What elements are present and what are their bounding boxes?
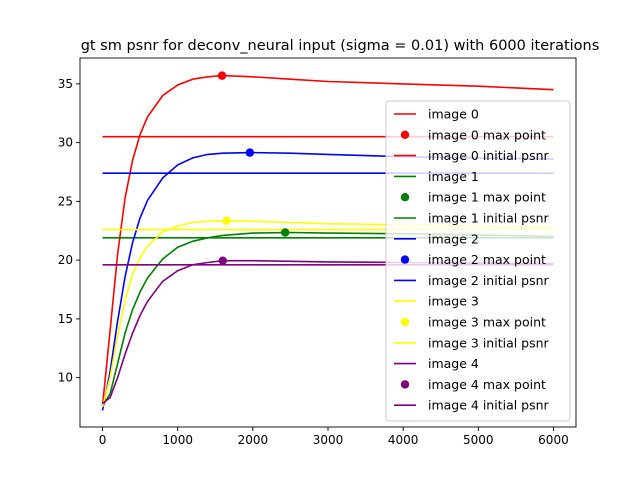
y-tick-label: 35 (58, 77, 73, 91)
legend-label-image-2-initial-psnr: image 2 initial psnr (428, 273, 550, 288)
legend-label-image-1-initial-psnr: image 1 initial psnr (428, 211, 550, 226)
series-line-image-1 (101, 231, 554, 407)
axes: 0 1000 2000 3000 4000 5000 6000 10 15 20 25 30 35 (58, 57, 577, 447)
legend: image 0 image 0 max point image 0 initial … (385, 100, 571, 422)
x-tick-label: 1000 (162, 433, 193, 447)
legend-label-image-3-initial-psnr: image 3 initial psnr (428, 335, 550, 350)
legend-label-image-1: image 1 (428, 169, 479, 184)
legend-box (385, 100, 571, 422)
legend-label-image-2-max-point: image 2 max point (428, 252, 546, 267)
legend-label-image-2: image 2 (428, 231, 479, 246)
legend-swatch-image-3-max-point (400, 317, 410, 327)
x-tick-label: 6000 (538, 433, 569, 447)
legend-label-image-4-max-point: image 4 max point (428, 377, 546, 392)
legend-label-image-0-max-point: image 0 max point (428, 127, 546, 142)
legend-label-image-0: image 0 (428, 107, 479, 122)
max-point-image-2 (245, 148, 255, 157)
y-tick-label: 25 (58, 194, 73, 208)
legend-swatch-image-4-max-point (400, 380, 410, 389)
y-tick-label: 20 (58, 253, 73, 267)
max-point-image-0 (217, 71, 227, 80)
legend-label-image-1-max-point: image 1 max point (428, 190, 546, 205)
series-line-image-2 (101, 151, 554, 411)
legend-swatch-image-2-max-point (400, 255, 410, 264)
max-point-image-3 (222, 216, 231, 225)
legend-swatch-image-1-max-point (400, 193, 410, 202)
chart-title: gt sm psnr for deconv_neural input (sigm… (81, 38, 600, 54)
series-line-image-4 (102, 259, 554, 405)
x-tick-label: 4000 (388, 433, 419, 447)
max-point-image-1 (280, 228, 290, 237)
legend-label-image-3-max-point: image 3 max point (428, 315, 546, 330)
x-tick-label: 0 (99, 433, 107, 447)
legend-swatch-image-0-max-point (400, 130, 410, 139)
max-point-image-4 (218, 256, 227, 265)
y-tick-label: 15 (58, 312, 73, 326)
series-line-image-0 (101, 74, 554, 406)
legend-label-image-4-initial-psnr: image 4 initial psnr (428, 398, 550, 413)
y-tick-label: 30 (58, 136, 73, 150)
legend-label-image-0-initial-psnr: image 0 initial psnr (428, 148, 550, 163)
x-tick-label: 3000 (313, 433, 344, 447)
series-line-image-3 (101, 219, 554, 408)
legend-label-image-3: image 3 (428, 294, 479, 309)
y-tick-label: 10 (58, 371, 73, 385)
x-tick-label: 2000 (238, 433, 269, 447)
legend-label-image-4: image 4 (428, 356, 479, 371)
x-tick-label: 5000 (463, 433, 494, 447)
